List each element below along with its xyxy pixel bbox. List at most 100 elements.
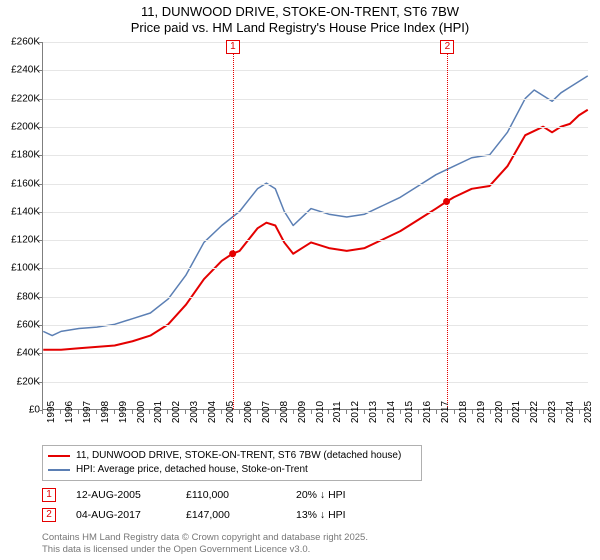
x-tick-mark <box>525 410 526 414</box>
gridline <box>43 297 588 298</box>
y-tick-label: £200K <box>0 121 40 132</box>
y-tick-mark <box>38 297 42 298</box>
gridline <box>43 127 588 128</box>
gridline <box>43 70 588 71</box>
gridline <box>43 184 588 185</box>
gridline <box>43 268 588 269</box>
gridline <box>43 382 588 383</box>
x-tick-label: 2019 <box>476 401 487 423</box>
annotation-delta: 13% ↓ HPI <box>296 509 386 521</box>
x-tick-mark <box>490 410 491 414</box>
y-tick-mark <box>38 212 42 213</box>
sale-marker-box: 2 <box>440 40 454 54</box>
x-tick-mark <box>472 410 473 414</box>
y-tick-label: £60K <box>0 320 40 331</box>
x-tick-label: 2015 <box>404 401 415 423</box>
x-tick-label: 2016 <box>422 401 433 423</box>
x-tick-label: 1999 <box>118 401 129 423</box>
x-tick-label: 1998 <box>100 401 111 423</box>
annotation-date: 12-AUG-2005 <box>76 489 166 501</box>
x-tick-mark <box>311 410 312 414</box>
x-tick-label: 1995 <box>46 401 57 423</box>
y-tick-label: £20K <box>0 376 40 387</box>
x-tick-label: 2008 <box>279 401 290 423</box>
x-tick-mark <box>346 410 347 414</box>
y-tick-label: £220K <box>0 93 40 104</box>
x-tick-label: 2014 <box>386 401 397 423</box>
y-tick-mark <box>38 99 42 100</box>
annotation-delta: 20% ↓ HPI <box>296 489 386 501</box>
title-line-1: 11, DUNWOOD DRIVE, STOKE-ON-TRENT, ST6 7… <box>0 4 600 20</box>
x-tick-mark <box>257 410 258 414</box>
x-tick-mark <box>454 410 455 414</box>
y-tick-label: £40K <box>0 348 40 359</box>
y-tick-mark <box>38 155 42 156</box>
footer-line-1: Contains HM Land Registry data © Crown c… <box>42 532 368 544</box>
legend-label: HPI: Average price, detached house, Stok… <box>76 463 308 477</box>
x-tick-label: 2010 <box>315 401 326 423</box>
x-tick-mark <box>96 410 97 414</box>
x-tick-mark <box>507 410 508 414</box>
sale-marker-line <box>233 42 234 409</box>
x-tick-label: 2017 <box>440 401 451 423</box>
gridline <box>43 325 588 326</box>
x-tick-mark <box>418 410 419 414</box>
x-tick-label: 2011 <box>332 401 343 423</box>
series-property <box>43 110 588 350</box>
chart-container: 11, DUNWOOD DRIVE, STOKE-ON-TRENT, ST6 7… <box>0 0 600 560</box>
x-tick-label: 2001 <box>153 401 164 423</box>
x-tick-label: 2013 <box>368 401 379 423</box>
x-tick-mark <box>436 410 437 414</box>
y-tick-mark <box>38 42 42 43</box>
y-tick-label: £0 <box>0 405 40 416</box>
y-tick-mark <box>38 127 42 128</box>
x-tick-label: 2005 <box>225 401 236 423</box>
x-tick-mark <box>203 410 204 414</box>
x-tick-label: 2006 <box>243 401 254 423</box>
x-tick-mark <box>60 410 61 414</box>
y-tick-label: £180K <box>0 150 40 161</box>
legend-row: 11, DUNWOOD DRIVE, STOKE-ON-TRENT, ST6 7… <box>48 449 416 463</box>
x-tick-mark <box>579 410 580 414</box>
y-tick-mark <box>38 184 42 185</box>
x-tick-label: 2023 <box>547 401 558 423</box>
x-tick-label: 2002 <box>171 401 182 423</box>
x-tick-label: 2007 <box>261 401 272 423</box>
legend-label: 11, DUNWOOD DRIVE, STOKE-ON-TRENT, ST6 7… <box>76 449 401 463</box>
sale-marker-line <box>447 42 448 409</box>
legend-swatch <box>48 469 70 471</box>
x-tick-label: 2003 <box>189 401 200 423</box>
legend-swatch <box>48 455 70 457</box>
x-tick-mark <box>293 410 294 414</box>
x-tick-label: 2021 <box>511 401 522 423</box>
annotation-marker: 2 <box>42 508 56 522</box>
y-tick-label: £100K <box>0 263 40 274</box>
x-tick-label: 2000 <box>136 401 147 423</box>
gridline <box>43 99 588 100</box>
y-tick-label: £120K <box>0 235 40 246</box>
x-tick-mark <box>114 410 115 414</box>
x-tick-mark <box>132 410 133 414</box>
y-tick-mark <box>38 70 42 71</box>
plot-area: 12 <box>42 42 588 410</box>
gridline <box>43 353 588 354</box>
x-tick-mark <box>221 410 222 414</box>
x-tick-mark <box>400 410 401 414</box>
x-tick-label: 1997 <box>82 401 93 423</box>
y-tick-label: £160K <box>0 178 40 189</box>
sale-marker-box: 1 <box>226 40 240 54</box>
y-tick-mark <box>38 325 42 326</box>
x-tick-mark <box>167 410 168 414</box>
footer-line-2: This data is licensed under the Open Gov… <box>42 544 368 556</box>
title-line-2: Price paid vs. HM Land Registry's House … <box>0 20 600 36</box>
x-tick-label: 2020 <box>494 401 505 423</box>
x-tick-mark <box>561 410 562 414</box>
x-tick-mark <box>239 410 240 414</box>
y-tick-mark <box>38 240 42 241</box>
title-block: 11, DUNWOOD DRIVE, STOKE-ON-TRENT, ST6 7… <box>0 0 600 39</box>
annotation-row: 204-AUG-2017£147,00013% ↓ HPI <box>42 508 386 522</box>
annotation-marker: 1 <box>42 488 56 502</box>
x-tick-mark <box>543 410 544 414</box>
x-tick-mark <box>382 410 383 414</box>
y-tick-label: £260K <box>0 37 40 48</box>
